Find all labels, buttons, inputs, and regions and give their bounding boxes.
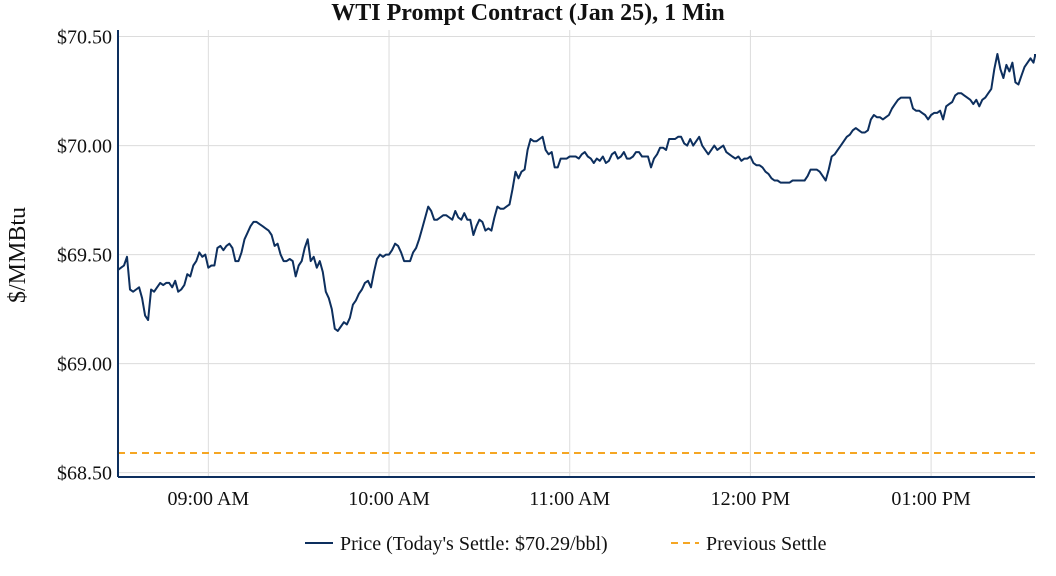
x-tick-label: 09:00 AM	[168, 488, 250, 510]
plot-area	[117, 53, 1036, 455]
legend-item-previous-settle[interactable]: Previous Settle	[671, 533, 827, 555]
y-tick-label: $68.50	[57, 463, 112, 485]
y-tick-label: $70.00	[57, 136, 112, 158]
x-tick-label: 12:00 PM	[711, 488, 791, 510]
y-axis-label: $/MMBtu	[5, 207, 31, 303]
legend: Price (Today's Settle: $70.29/bbl) Previ…	[305, 533, 827, 555]
chart-title: WTI Prompt Contract (Jan 25), 1 Min	[331, 0, 725, 26]
y-tick-label: $70.50	[57, 27, 112, 49]
legend-label-previous-settle: Previous Settle	[706, 533, 827, 555]
gridlines	[118, 30, 1035, 477]
price-series-line	[117, 53, 1036, 332]
y-tick-label: $69.50	[57, 245, 112, 267]
x-tick-label: 01:00 PM	[891, 488, 971, 510]
legend-label-price: Price (Today's Settle: $70.29/bbl)	[340, 533, 608, 555]
legend-item-price[interactable]: Price (Today's Settle: $70.29/bbl)	[305, 533, 608, 555]
x-tick-labels: 09:00 AM 10:00 AM 11:00 AM 12:00 PM 01:00 PM	[168, 488, 972, 510]
x-tick-label: 10:00 AM	[348, 488, 430, 510]
y-tick-label: $69.00	[57, 354, 112, 376]
y-tick-labels: $68.50 $69.00 $69.50 $70.00 $70.50	[57, 27, 112, 485]
x-tick-label: 11:00 AM	[529, 488, 610, 510]
